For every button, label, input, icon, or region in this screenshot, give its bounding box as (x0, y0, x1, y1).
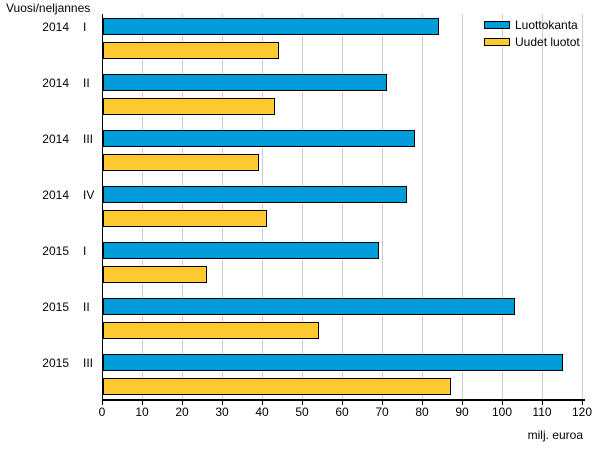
x-tick-label-50: 50 (295, 405, 309, 419)
bar-luottokanta-2015-III (103, 354, 563, 371)
x-tick-40 (262, 401, 263, 405)
y-axis (102, 14, 103, 400)
bar-uudet-luotot-2015-II (103, 322, 319, 339)
category-label-2014-III: 2014 III (0, 130, 103, 147)
category-label-2014-I: 2014 I (0, 18, 103, 35)
gridline-x-60 (342, 14, 343, 399)
gridline-x-50 (302, 14, 303, 399)
x-tick-label-90: 90 (455, 405, 469, 419)
category-year: 2014 (42, 187, 69, 202)
category-label-2015-I: 2015 I (0, 242, 103, 259)
category-quarter: IV (83, 187, 95, 202)
bar-luottokanta-2015-II (103, 298, 515, 315)
gridline-x-120 (582, 14, 583, 399)
gridline-x-90 (462, 14, 463, 399)
x-tick-label-80: 80 (415, 405, 429, 419)
x-tick-10 (142, 401, 143, 405)
x-axis (102, 399, 585, 401)
category-quarter: I (83, 19, 87, 34)
category-label-2015-III: 2015 III (0, 354, 103, 371)
category-label-2014-II: 2014 II (0, 74, 103, 91)
bar-uudet-luotot-2014-IV (103, 210, 267, 227)
bar-luottokanta-2014-IV (103, 186, 407, 203)
x-tick-label-120: 120 (571, 405, 593, 419)
bar-luottokanta-2014-II (103, 74, 387, 91)
x-tick-90 (462, 401, 463, 405)
category-quarter: III (83, 131, 94, 146)
bar-uudet-luotot-2014-II (103, 98, 275, 115)
category-year: 2014 (42, 75, 69, 90)
gridline-x-20 (182, 14, 183, 399)
x-tick-100 (502, 401, 503, 405)
gridline-x-110 (542, 14, 543, 399)
x-tick-label-100: 100 (491, 405, 513, 419)
plot-area (103, 14, 583, 399)
bar-uudet-luotot-2014-I (103, 42, 279, 59)
gridline-x-70 (382, 14, 383, 399)
category-label-2014-IV: 2014 IV (0, 186, 103, 203)
legend: Luottokanta Uudet luotot (484, 16, 580, 50)
gridline-x-10 (142, 14, 143, 399)
category-year: 2014 (42, 19, 69, 34)
gridline-x-40 (262, 14, 263, 399)
category-quarter: III (83, 355, 94, 370)
x-axis-unit-label: milj. euroa (527, 428, 583, 442)
x-tick-60 (342, 401, 343, 405)
category-label-2015-II: 2015 II (0, 298, 103, 315)
category-year: 2014 (42, 131, 69, 146)
x-tick-110 (542, 401, 543, 405)
x-tick-label-30: 30 (215, 405, 229, 419)
bar-luottokanta-2015-I (103, 242, 379, 259)
x-tick-120 (582, 401, 583, 405)
bar-uudet-luotot-2015-III (103, 378, 451, 395)
legend-item-uudet-luotot: Uudet luotot (484, 33, 580, 50)
x-tick-label-70: 70 (375, 405, 389, 419)
legend-label-uudet-luotot: Uudet luotot (515, 34, 580, 49)
x-tick-label-40: 40 (255, 405, 269, 419)
legend-label-luottokanta: Luottokanta (515, 17, 578, 32)
category-quarter: II (83, 299, 90, 314)
category-year: 2015 (42, 243, 69, 258)
x-tick-label-110: 110 (532, 405, 552, 419)
bar-uudet-luotot-2014-III (103, 154, 259, 171)
gridline-x-100 (502, 14, 503, 399)
gridline-x-80 (422, 14, 423, 399)
x-tick-50 (302, 401, 303, 405)
bar-uudet-luotot-2015-I (103, 266, 207, 283)
x-tick-20 (182, 401, 183, 405)
bar-luottokanta-2014-I (103, 18, 439, 35)
bar-luottokanta-2014-III (103, 130, 415, 147)
x-tick-label-60: 60 (335, 405, 349, 419)
category-quarter: II (83, 75, 90, 90)
category-year: 2015 (42, 299, 69, 314)
x-tick-label-20: 20 (175, 405, 189, 419)
legend-swatch-luottokanta-icon (484, 20, 510, 29)
x-tick-30 (222, 401, 223, 405)
x-tick-70 (382, 401, 383, 405)
legend-item-luottokanta: Luottokanta (484, 16, 580, 33)
gridline-x-30 (222, 14, 223, 399)
x-tick-label-0: 0 (98, 405, 106, 419)
y-axis-title: Vuosi/neljannes (6, 1, 91, 15)
x-tick-label-10: 10 (135, 405, 149, 419)
x-tick-80 (422, 401, 423, 405)
category-year: 2015 (42, 355, 69, 370)
category-quarter: I (83, 243, 87, 258)
x-tick-0 (102, 401, 103, 405)
legend-swatch-uudet-luotot-icon (484, 37, 510, 46)
